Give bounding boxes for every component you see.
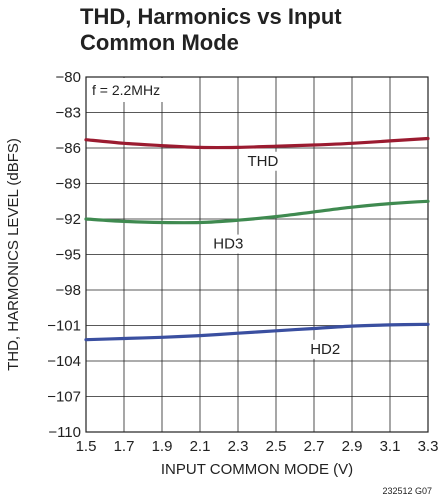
x-tick-label: 2.1 [190, 438, 211, 455]
series-label-background [209, 234, 246, 254]
y-tick-label: −83 [56, 105, 81, 122]
x-tick-label: 1.9 [152, 438, 173, 455]
plot-frame [85, 76, 429, 433]
x-tick-label: 3.1 [380, 438, 401, 455]
y-tick-label: −89 [56, 176, 81, 193]
x-tick-label: 1.7 [114, 438, 135, 455]
x-tick-label: 2.3 [228, 438, 249, 455]
y-tick-label: −86 [56, 140, 81, 157]
y-tick-label: −104 [47, 353, 81, 370]
series-line-thd [84, 136, 430, 150]
y-tick-label: −95 [56, 247, 81, 264]
x-tick-label: 2.9 [342, 438, 363, 455]
series-line-hd3 [84, 199, 430, 225]
y-tick-label: −92 [56, 211, 81, 228]
x-tick-label: 1.5 [76, 438, 97, 455]
series-line-hd2 [84, 322, 430, 342]
series-label-thd: THD [248, 153, 279, 170]
chart-title: THD, Harmonics vs Input Common Mode [80, 4, 342, 55]
series-label-background [306, 339, 343, 359]
x-tick-label: 2.5 [266, 438, 287, 455]
x-tick-labels: 1.5 1.7 1.9 2.1 2.3 2.5 2.7 2.9 3.1 3.3 [76, 438, 439, 455]
y-tick-label: −98 [56, 282, 81, 299]
y-tick-label: −101 [47, 318, 81, 335]
figure-code: 232512 G07 [382, 486, 432, 496]
series-label-hd2: HD2 [310, 341, 340, 358]
x-tick-label: 3.3 [418, 438, 439, 455]
x-axis-label: INPUT COMMON MODE (V) [161, 461, 353, 478]
y-tick-label: −107 [47, 389, 81, 406]
y-tick-label: −80 [56, 69, 81, 86]
series-lines: THD HD3 HD2 [84, 136, 430, 359]
y-tick-labels: −80 −83 −86 −89 −92 −95 −98 −101 −104 −107 −110 [47, 69, 81, 441]
annotation-background [87, 78, 177, 102]
y-axis-label: THD, HARMONICS LEVEL (dBFS) [5, 138, 22, 371]
series-label-hd3: HD3 [213, 236, 243, 253]
series-label-background [243, 151, 280, 171]
y-tick-label: −110 [48, 424, 81, 441]
frequency-annotation: f = 2.2MHz [92, 82, 160, 98]
grid [86, 77, 428, 432]
x-tick-label: 2.7 [304, 438, 325, 455]
